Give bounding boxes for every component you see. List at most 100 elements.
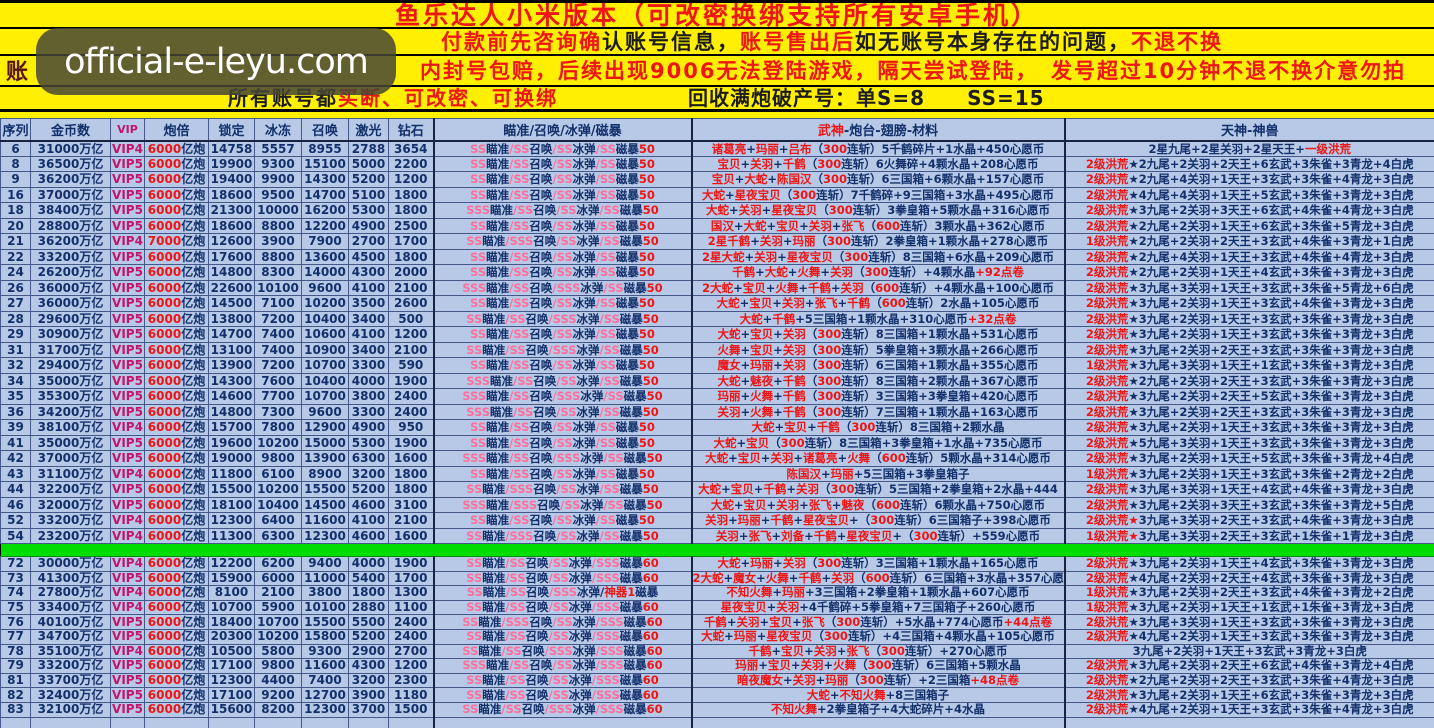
freeze-cell: 8800 <box>254 217 302 234</box>
laser-cell: 3900 <box>348 687 389 703</box>
cannon-cell: 6000亿炮 <box>144 155 209 172</box>
warrior-cell: 大蛇+宝贝+关羽+张飞+千鹤（600连斩）2水晶+105心愿币 <box>690 295 1065 312</box>
freeze-cell: 10200 <box>254 434 302 451</box>
skills-cell: SS瞄准/SS召唤/SS冰弹/SS磁暴50 <box>432 171 692 188</box>
lock-cell: 14800 <box>208 264 255 281</box>
seq-cell: 83 <box>0 701 31 718</box>
skills-cell: SS瞄准/SS召唤/SS冰弹/SSS磁暴60 <box>432 628 692 645</box>
cannon-cell: 6000亿炮 <box>144 357 209 374</box>
warrior-cell: 大蛇+宝贝+关羽+张飞+魅夜（600连斩）6颗水晶+750心愿币 <box>690 496 1065 513</box>
beast-cell: 1级洪荒★3九尾+3关羽+2天王+3玄武+1朱雀+1青龙+3白虎 <box>1063 527 1434 544</box>
gold-cell: 32000万亿 <box>30 496 111 513</box>
diamond-cell: 1100 <box>388 599 434 616</box>
beast-cell: 1级洪荒★3九尾+3关羽+1天王+1玄武+3朱雀+3青龙+3白虎 <box>1063 357 1434 374</box>
lock-cell: 15700 <box>208 419 255 436</box>
account-row: 77 34700万亿 VIP5 6000亿炮 20300 10200 15800 5200 24… <box>0 628 1434 645</box>
laser-cell: 4900 <box>348 217 389 234</box>
vip-cell: VIP4 <box>110 140 145 157</box>
warrior-cell: 大蛇+宝贝（300连斩）8三国箱+3拳皇箱+1水晶+735心愿币 <box>690 434 1065 451</box>
freeze-cell: 6400 <box>254 512 302 529</box>
gold-cell: 23200万亿 <box>30 527 111 544</box>
account-row: 44 32200万亿 VIP5 6000亿炮 15500 10200 15500 5200 18… <box>0 481 1434 498</box>
cannon-cell: 6000亿炮 <box>144 295 209 312</box>
freeze-cell: 5557 <box>254 140 302 157</box>
gold-cell: 33200万亿 <box>30 658 111 674</box>
freeze-cell: 9800 <box>254 658 302 674</box>
cannon-cell: 6000亿炮 <box>144 687 209 703</box>
beast-cell: 2级洪荒★4九尾+2关羽+1天王+3玄武+3朱雀+4青龙+3白虎 <box>1063 701 1434 718</box>
empty-cell <box>1063 716 1434 728</box>
empty-cell <box>348 716 389 728</box>
skills-cell: SS瞄准/SS召唤/SS冰弹/SS磁暴50 <box>432 217 692 234</box>
vip-cell: VIP5 <box>110 202 145 219</box>
cannon-cell: 6000亿炮 <box>144 264 209 281</box>
gold-cell: 36200万亿 <box>30 233 111 250</box>
header-gold: 金币数 <box>30 118 111 142</box>
warrior-cell: 关羽+玛丽+千鹤+星夜宝贝+（300连斩）6三国箱子+398心愿币 <box>690 512 1065 529</box>
lock-cell: 14300 <box>208 372 255 389</box>
freeze-cell: 7200 <box>254 357 302 374</box>
freeze-cell: 7400 <box>254 341 302 358</box>
summon-cell: 7900 <box>301 233 349 250</box>
account-row: 8 36500万亿 VIP5 6000亿炮 19900 9300 15100 5000 2200… <box>0 155 1434 172</box>
summon-cell: 7400 <box>301 672 349 689</box>
lock-cell: 14600 <box>208 388 255 405</box>
seq-cell: 28 <box>0 310 31 327</box>
freeze-cell: 10000 <box>254 202 302 219</box>
cannon-cell: 6000亿炮 <box>144 512 209 529</box>
warrior-cell: 玛丽+宝贝+关羽+火舞（300连斩）6三国箱+5颗水晶 <box>690 658 1065 674</box>
beast-cell: 1级洪荒★3九尾+2关羽+1天王+3玄武+3朱雀+2青龙+2白虎 <box>1063 465 1434 482</box>
diamond-cell: 2000 <box>388 264 434 281</box>
laser-cell: 3500 <box>348 295 389 312</box>
account-row: 54 23200万亿 VIP4 6000亿炮 11300 6300 12300 4600 160… <box>0 527 1434 544</box>
freeze-cell: 9200 <box>254 687 302 703</box>
cannon-cell: 6000亿炮 <box>144 434 209 451</box>
lock-cell: 18600 <box>208 186 255 203</box>
seq-cell: 44 <box>0 481 31 498</box>
summon-cell: 13900 <box>301 450 349 467</box>
beast-cell: 2级洪荒★3九尾+3关羽+1天王+3玄武+3朱雀+3青龙+3白虎 <box>1063 614 1434 630</box>
beast-cell: 1级洪荒★2九尾+2关羽+2天王+3玄武+4朱雀+3青龙+1白虎 <box>1063 233 1434 250</box>
seq-cell: 22 <box>0 248 31 265</box>
freeze-cell: 9900 <box>254 171 302 188</box>
freeze-cell: 8800 <box>254 248 302 265</box>
freeze-cell: 7300 <box>254 403 302 420</box>
warrior-cell: 千鹤+关羽+宝贝+张飞（300连斩）+5水晶+774心愿币+44点卷 <box>690 614 1065 630</box>
skills-cell: SSS瞄准/SS召唤/SS冰弹/SS磁暴50 <box>432 202 692 219</box>
seq-cell: 27 <box>0 295 31 312</box>
skills-cell: SS瞄准/SS召唤/SSS冰弹/SS磁暴50 <box>432 310 692 327</box>
account-row: 83 32100万亿 VIP5 6000亿炮 15600 8200 12300 3700 150… <box>0 701 1434 718</box>
laser-cell: 4600 <box>348 527 389 544</box>
skills-cell: SS瞄准/SS召唤/SS冰弹/SSS磁暴60 <box>432 687 692 703</box>
warrior-cell: 火舞+宝贝+关羽（300连斩）5拳皇箱+3颗水晶+266心愿币 <box>690 341 1065 358</box>
gold-cell: 29400万亿 <box>30 357 111 374</box>
diamond-cell: 1900 <box>388 556 434 572</box>
account-row: 16 37000万亿 VIP5 6000亿炮 18600 9500 14700 5100 180… <box>0 186 1434 203</box>
skills-cell: SS瞄准/SS召唤/SS冰弹/SS磁暴50 <box>432 155 692 172</box>
header-row: 序列 金币数 VIP 炮倍 锁定 冰冻 召唤 激光 钻石 瞄准/召唤/冰弹/磁暴 武神-炮台-翅膀-… <box>0 118 1434 142</box>
cannon-cell: 6000亿炮 <box>144 585 209 601</box>
green-separator-row <box>0 543 1434 557</box>
summon-cell: 12200 <box>301 217 349 234</box>
warrior-cell: 2大蛇+魔女+火舞+千鹤+关羽（600连斩）6三国箱+3水晶+357心愿币 <box>690 570 1065 587</box>
warrior-cell: 玛丽+火舞+千鹤（300连斩）3三国箱+3拳皇箱+420心愿币 <box>690 388 1065 405</box>
freeze-cell: 7400 <box>254 326 302 343</box>
header-lock: 锁定 <box>208 118 255 142</box>
account-row: 42 37000万亿 VIP5 6000亿炮 19000 9800 13900 6300 160… <box>0 450 1434 467</box>
gold-cell: 33200万亿 <box>30 512 111 529</box>
gold-cell: 37000万亿 <box>30 450 111 467</box>
account-row: 21 36200万亿 VIP4 7000亿炮 12600 3900 7900 2700 1700… <box>0 233 1434 250</box>
lock-cell: 13100 <box>208 341 255 358</box>
gold-cell: 36500万亿 <box>30 155 111 172</box>
vip-cell: VIP5 <box>110 434 145 451</box>
account-row: 35 35300万亿 VIP5 6000亿炮 14600 7700 10700 3800 240… <box>0 388 1434 405</box>
summon-cell: 14700 <box>301 186 349 203</box>
freeze-cell: 5800 <box>254 643 302 660</box>
lock-cell: 20300 <box>208 628 255 645</box>
gold-cell: 34200万亿 <box>30 403 111 420</box>
laser-cell: 1800 <box>348 585 389 601</box>
laser-cell: 3300 <box>348 403 389 420</box>
skills-cell: SS瞄准/SS召唤/SS冰弹/SSS磁暴60 <box>432 672 692 689</box>
lock-cell: 14758 <box>208 140 255 157</box>
cannon-cell: 6000亿炮 <box>144 614 209 630</box>
